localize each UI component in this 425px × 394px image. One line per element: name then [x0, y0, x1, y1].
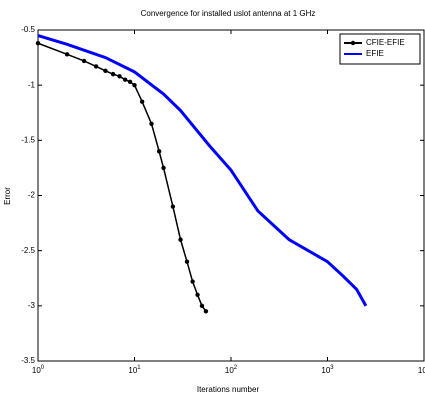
series-line: [37, 34, 368, 307]
x-tick-base: 10: [32, 366, 41, 375]
x-tick-base: 10: [418, 366, 425, 375]
series-marker: [161, 165, 166, 171]
x-tick-label: 101: [128, 365, 141, 376]
y-tick-label: -1: [28, 80, 36, 89]
series-marker: [35, 41, 41, 46]
x-axis-label: Iterations number: [197, 385, 260, 394]
x-tick-exponent: 0: [41, 365, 45, 371]
series-marker: [132, 82, 137, 88]
series-marker: [190, 279, 195, 284]
series-marker: [156, 149, 162, 154]
x-tick-base: 10: [128, 366, 137, 375]
series-marker: [203, 309, 209, 314]
y-tick-label: -3: [28, 301, 36, 310]
x-tick-label: 102: [225, 365, 238, 376]
series-marker: [64, 52, 70, 57]
series-marker: [93, 64, 99, 69]
x-tick-exponent: 2: [234, 365, 238, 371]
y-tick-label: -3.5: [21, 356, 35, 365]
series-marker: [149, 121, 154, 126]
y-tick-label: -2.5: [21, 246, 35, 255]
series-marker: [110, 71, 116, 77]
series-marker: [170, 204, 176, 209]
series-marker: [117, 74, 122, 79]
legend-box: [339, 33, 421, 65]
y-axis-label: Error: [3, 187, 12, 205]
y-tick-label: -0.5: [21, 25, 35, 34]
series-marker: [122, 77, 128, 82]
legend-label: EFIE: [366, 49, 384, 58]
series-marker: [81, 58, 87, 64]
legend-marker: [350, 40, 356, 46]
chart-title: Convergence for installed uslot antenna …: [141, 9, 316, 18]
x-tick-label: 100: [32, 365, 45, 376]
series-marker: [178, 237, 183, 242]
series-marker: [199, 303, 205, 309]
x-tick-base: 10: [225, 366, 234, 375]
series-marker: [184, 259, 190, 264]
x-tick-exponent: 1: [137, 365, 141, 371]
x-tick-label: 103: [321, 365, 334, 376]
y-tick-label: -2: [28, 191, 36, 200]
series-marker: [103, 68, 108, 74]
y-tick-label: -1.5: [21, 135, 35, 144]
x-tick-base: 10: [321, 366, 330, 375]
x-tick-exponent: 3: [330, 365, 334, 371]
series-marker: [127, 79, 133, 85]
series-marker: [139, 99, 145, 104]
legend-label: CFIE-EFIE: [366, 38, 405, 47]
x-tick-label: 104: [418, 365, 425, 376]
series-marker: [195, 292, 200, 297]
